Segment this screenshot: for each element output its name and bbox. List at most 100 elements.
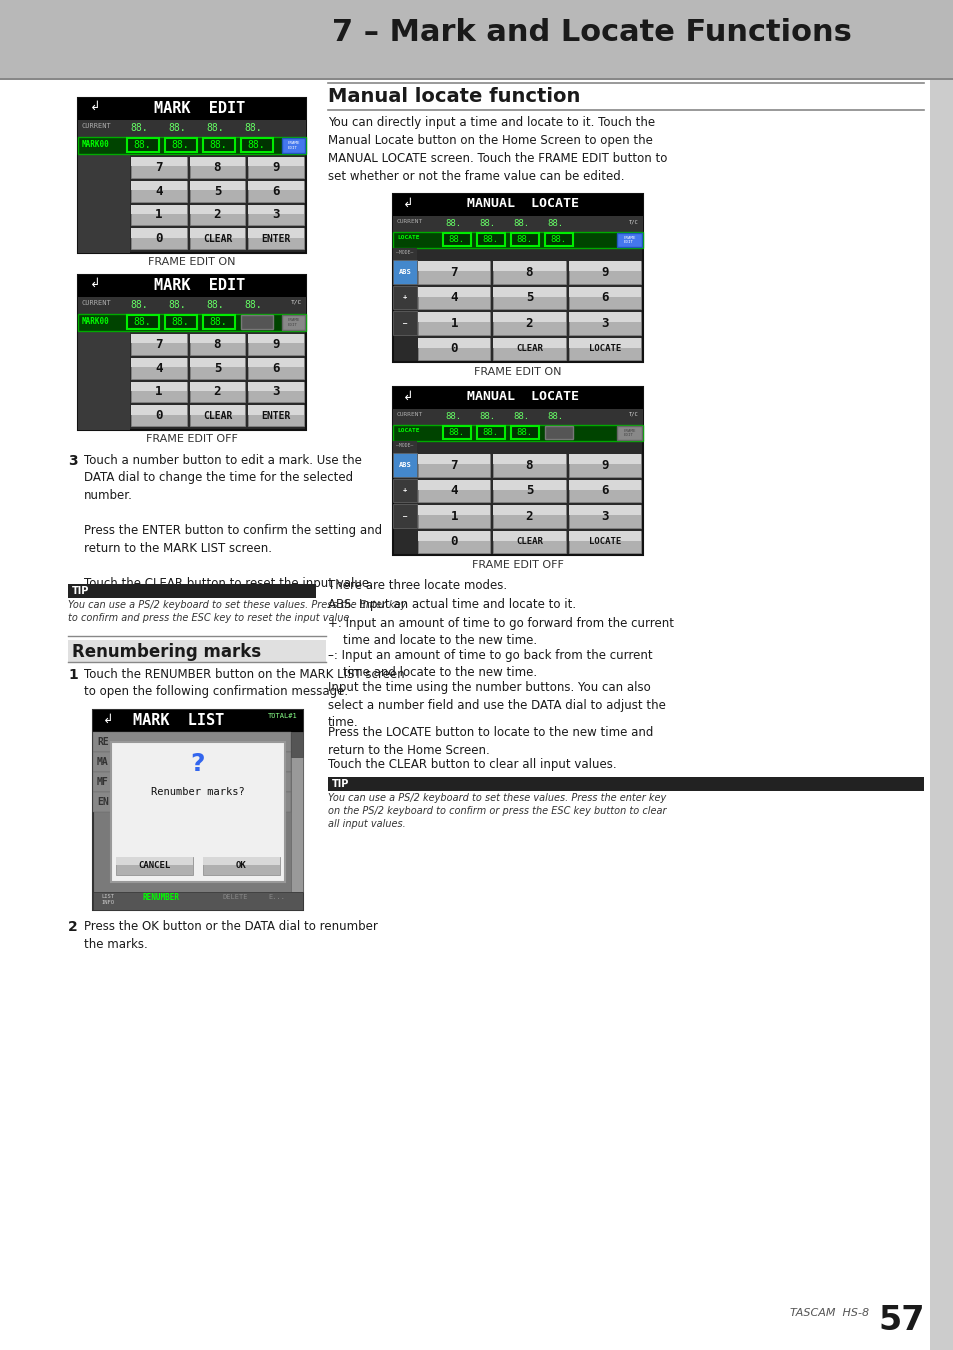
- Bar: [417, 479, 490, 490]
- Text: +: Input an amount of time to go forward from the current
    time and locate to: +: Input an amount of time to go forward…: [328, 617, 673, 648]
- Text: TIP: TIP: [332, 779, 349, 788]
- Text: 3: 3: [600, 510, 608, 522]
- Bar: [417, 286, 490, 297]
- Bar: [248, 358, 304, 378]
- Bar: [190, 358, 245, 378]
- Text: 0: 0: [155, 232, 162, 246]
- Text: Press the LOCATE button to locate to the new time and
return to the Home Screen.: Press the LOCATE button to locate to the…: [328, 726, 653, 756]
- Bar: [568, 454, 640, 464]
- Text: 88.: 88.: [478, 412, 495, 421]
- Text: 7: 7: [450, 459, 457, 471]
- Bar: [190, 181, 245, 201]
- Text: 0: 0: [155, 409, 162, 423]
- Text: ABS: ABS: [398, 462, 411, 467]
- Bar: [78, 331, 130, 431]
- Text: FRAME
EDIT: FRAME EDIT: [623, 236, 636, 244]
- Text: 5: 5: [525, 292, 533, 304]
- Text: –: Input an amount of time to go back from the current
    time and locate to th: –: Input an amount of time to go back fr…: [328, 649, 652, 679]
- Bar: [131, 358, 187, 378]
- Text: FRAME EDIT ON: FRAME EDIT ON: [474, 367, 561, 377]
- Bar: [417, 261, 490, 271]
- Bar: [248, 333, 304, 343]
- Bar: [393, 387, 642, 409]
- Text: MARK  EDIT: MARK EDIT: [154, 278, 245, 293]
- Bar: [190, 157, 245, 178]
- Bar: [291, 732, 303, 892]
- Bar: [190, 405, 245, 414]
- Bar: [127, 315, 159, 329]
- Text: 88.: 88.: [444, 412, 460, 421]
- Bar: [248, 157, 304, 178]
- Bar: [393, 261, 416, 284]
- Text: DELETE: DELETE: [223, 894, 248, 900]
- Bar: [417, 312, 490, 335]
- Bar: [248, 204, 304, 213]
- Bar: [131, 204, 187, 225]
- Bar: [78, 154, 130, 252]
- Bar: [417, 531, 490, 554]
- Text: –MODE–: –MODE–: [395, 250, 414, 255]
- Text: CURRENT: CURRENT: [82, 123, 112, 130]
- Text: CLEAR: CLEAR: [516, 537, 542, 547]
- Bar: [393, 409, 642, 425]
- Text: 9: 9: [600, 266, 608, 278]
- Bar: [131, 181, 187, 190]
- Text: 88.: 88.: [209, 140, 227, 150]
- Bar: [78, 99, 306, 252]
- Bar: [393, 504, 416, 528]
- Bar: [248, 157, 304, 166]
- Bar: [417, 505, 490, 516]
- Bar: [493, 531, 565, 540]
- Bar: [248, 181, 304, 201]
- Text: EN: EN: [97, 796, 109, 807]
- Bar: [568, 479, 640, 490]
- Bar: [393, 194, 642, 362]
- Bar: [0, 78, 953, 80]
- Text: You can use a PS/2 keyboard to set these values. Press the Enter key
to confirm : You can use a PS/2 keyboard to set these…: [68, 599, 406, 622]
- Text: FRAME
EDIT: FRAME EDIT: [623, 429, 636, 437]
- Bar: [92, 710, 303, 732]
- Text: LOCATE: LOCATE: [588, 537, 620, 547]
- Text: You can use a PS/2 keyboard to set these values. Press the enter key
on the PS/2: You can use a PS/2 keyboard to set these…: [328, 792, 666, 829]
- Text: CLEAR: CLEAR: [203, 410, 232, 421]
- Text: 88.: 88.: [516, 235, 532, 244]
- Bar: [493, 261, 565, 271]
- Bar: [92, 732, 291, 752]
- Bar: [248, 358, 304, 367]
- Text: LOCATE: LOCATE: [396, 235, 419, 240]
- Text: ↲: ↲: [103, 713, 113, 726]
- Bar: [568, 338, 640, 360]
- Text: ↲: ↲: [402, 197, 413, 211]
- Text: 88.: 88.: [481, 235, 497, 244]
- Bar: [190, 382, 245, 391]
- Bar: [131, 228, 187, 248]
- Bar: [568, 286, 640, 309]
- Bar: [131, 228, 187, 238]
- Text: TASCAM  HS-8: TASCAM HS-8: [789, 1308, 868, 1318]
- Text: 88.: 88.: [448, 428, 463, 437]
- Bar: [78, 315, 306, 331]
- Text: 1: 1: [450, 510, 457, 522]
- Text: ↲: ↲: [90, 277, 100, 290]
- Text: Touch the RENUMBER button on the MARK LIST screen
to open the following confirma: Touch the RENUMBER button on the MARK LI…: [84, 668, 404, 698]
- Bar: [493, 531, 565, 554]
- Bar: [393, 441, 416, 454]
- Text: Renumber marks?: Renumber marks?: [151, 787, 245, 796]
- Text: 1: 1: [450, 317, 457, 329]
- Bar: [190, 228, 245, 248]
- Text: 8: 8: [213, 161, 221, 174]
- Text: 5: 5: [213, 362, 221, 375]
- Text: ENTER: ENTER: [261, 410, 291, 421]
- Text: –: –: [402, 513, 407, 518]
- Text: ↲: ↲: [90, 100, 100, 113]
- Text: RE: RE: [97, 737, 109, 747]
- Text: CURRENT: CURRENT: [396, 219, 423, 224]
- Bar: [131, 157, 187, 166]
- Bar: [393, 285, 416, 309]
- Bar: [617, 234, 641, 247]
- Text: 9: 9: [600, 459, 608, 471]
- Text: 88.: 88.: [171, 317, 189, 327]
- Text: Manual locate function: Manual locate function: [328, 86, 579, 107]
- Bar: [127, 138, 159, 153]
- Text: OK: OK: [236, 861, 247, 871]
